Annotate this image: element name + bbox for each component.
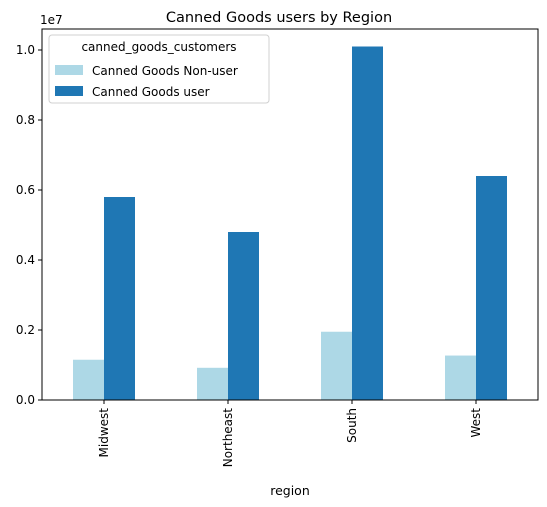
x-axis: Midwest Northeast South West [97,400,483,467]
chart-title: Canned Goods users by Region [166,10,392,26]
bar-user-midwest [104,197,135,400]
bar-non-user-midwest [73,359,104,400]
legend-swatch [55,86,83,96]
bars-layer [73,46,507,400]
x-tick-label: Midwest [97,408,111,458]
y-tick-label: 1.0 [16,43,35,57]
legend-swatch [55,65,83,75]
legend: canned_goods_customers Canned Goods Non-… [48,34,270,104]
y-tick-label: 0.2 [16,323,35,337]
x-axis-label: region [270,483,310,498]
y-axis: 0.0 0.2 0.4 0.6 0.8 1.0 [16,43,42,407]
y-axis-multiplier: 1e7 [40,13,63,27]
bar-user-south [352,46,383,400]
bar-non-user-northeast [197,367,228,400]
x-tick-label: West [469,408,483,438]
y-tick-label: 0.0 [16,393,35,407]
bar-non-user-west [445,355,476,400]
legend-label: Canned Goods Non-user [92,64,238,78]
bar-user-west [476,176,507,400]
legend-items: Canned Goods Non-user Canned Goods user [55,64,238,99]
legend-label: Canned Goods user [92,85,210,99]
x-tick-label: Northeast [221,408,235,468]
y-tick-label: 0.8 [16,113,35,127]
y-tick-label: 0.6 [16,183,35,197]
y-tick-label: 0.4 [16,253,35,267]
legend-title: canned_goods_customers [81,40,236,54]
legend-box [48,34,270,104]
x-tick-label: South [345,408,359,443]
bar-non-user-south [321,331,352,400]
plot-frame [41,28,539,401]
bar-user-northeast [228,232,259,400]
